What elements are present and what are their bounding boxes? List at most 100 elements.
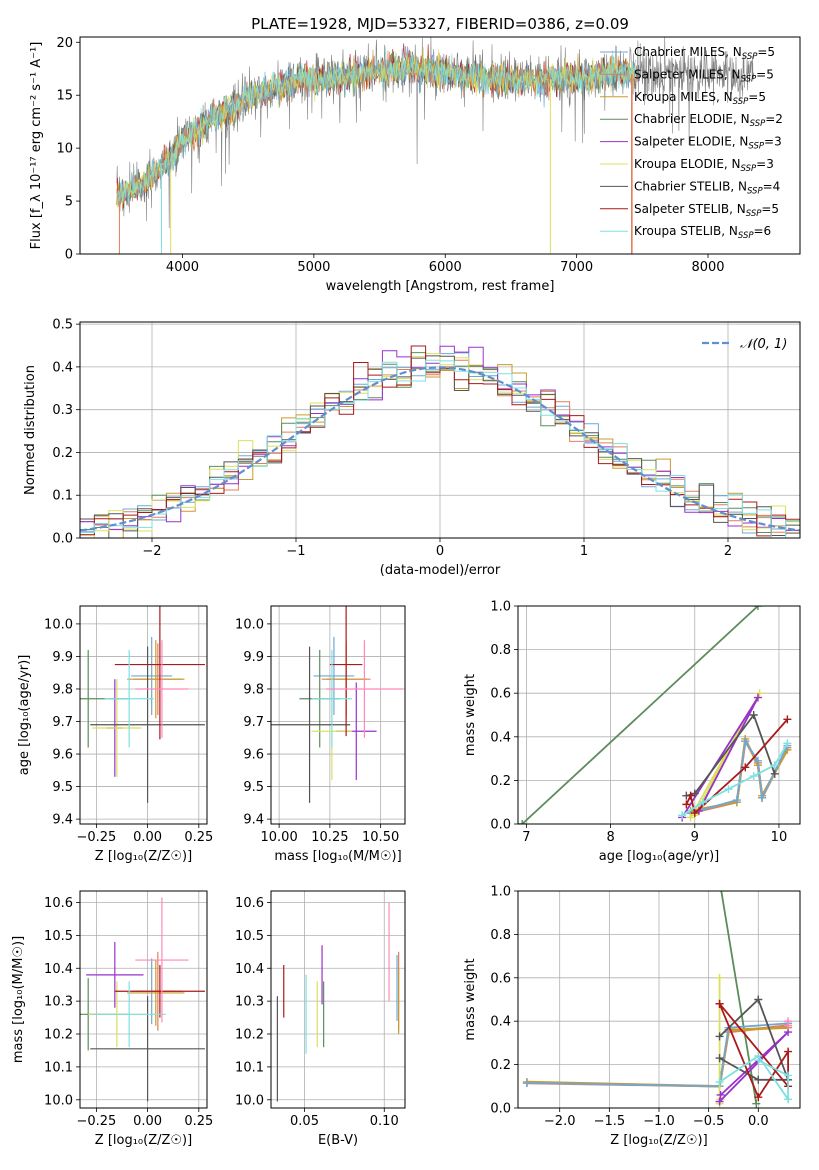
panel-weight_vs_Z: −2.0 −1.5 −1.0 −0.5 0.0 0.0 0.2 0.4 0.6 0.8 1.0 Z [… [463,885,801,1148]
y-tick-label: 0.4 [490,730,511,745]
y-tick-label: 0.4 [52,360,73,375]
y-tick-label: 10.6 [44,896,73,911]
legend-text: Kroupa STELIB, N [634,224,738,238]
y-tick-label: 9.6 [52,748,73,763]
weight-marker [715,1032,724,1041]
y-tick-label: 0.8 [490,643,511,658]
x-axis-label: E(B-V) [318,1133,358,1148]
x-tick-label: 0.05 [290,1114,319,1129]
weight-marker [716,1090,725,1099]
y-tick-label: 0.2 [52,446,73,461]
legend-subscript: SSP [741,74,757,84]
weight-marker [784,1017,793,1026]
weight-marker [724,785,733,794]
axes-frame [517,605,801,825]
legend-text: Kroupa MILES, N [634,90,733,104]
figure-title: PLATE=1928, MJD=53327, FIBERID=0386, z=0… [251,15,629,33]
weight-marker [754,1056,763,1065]
legend-label: Chabrier ELODIE, NSSP=2 [634,112,783,129]
x-axis-label: age [log₁₀(age/yr)] [599,849,720,864]
x-tick-label: 6000 [429,260,462,275]
x-tick-label: −1.5 [594,1114,626,1129]
x-tick-label: 0.00 [133,1114,162,1129]
weight-marker [732,796,741,805]
legend-label: Kroupa ELODIE, NSSP=3 [634,157,774,174]
y-axis-label: mass weight [463,958,478,1040]
legend-text: Salpeter ELODIE, N [634,135,748,149]
legend-count: =5 [757,45,775,59]
x-tick-label: 8000 [691,260,724,275]
y-tick-label: 10.0 [44,1093,73,1108]
panel-mass_vs_EBV: 0.05 0.10 10.0 10.1 10.2 10.3 10.4 10.5 10.6 E(B-… [235,890,406,1148]
x-axis-label: (data-model)/error [380,563,501,578]
x-tick-label: 10 [771,830,788,845]
y-tick-label: 20 [56,36,73,51]
legend-count: =5 [748,90,766,104]
x-tick-label: −0.25 [76,830,116,845]
weight-marker [741,763,750,772]
y-tick-label: 9.5 [243,780,264,795]
weight-marker [770,769,779,778]
x-axis-label: Z [log₁₀(Z/Z☉)] [95,1133,192,1148]
legend-subscript: SSP [738,231,754,241]
x-tick-label: 0.0 [748,1114,769,1129]
legend-subscript: SSP [747,186,763,196]
y-tick-label: 10.6 [235,896,264,911]
legend-text: Chabrier STELIB, N [634,179,747,193]
x-tick-label: 7000 [560,260,593,275]
y-tick-label: 1.0 [490,885,511,900]
x-tick-label: 1 [580,544,588,559]
y-tick-label: 0.8 [490,928,511,943]
weight-marker [784,1047,793,1056]
weight-marker [753,606,762,610]
legend-count: =2 [765,112,783,126]
weight-marker [715,999,724,1008]
y-tick-label: 10.2 [235,1028,264,1043]
y-tick-label: 10.3 [235,995,264,1010]
weight-marker [754,1075,763,1084]
y-tick-label: 10.5 [235,929,264,944]
y-tick-label: 0.2 [490,774,511,789]
legend-label: Chabrier MILES, NSSP=5 [634,45,775,62]
axes-frame [79,605,208,825]
weight-marker [518,820,527,824]
weight-marker [715,1077,724,1086]
weight-marker [749,772,758,781]
y-tick-label: 10 [56,142,73,157]
weight-line-chabrier-miles [690,738,789,814]
legend-text: Chabrier ELODIE, N [634,112,750,126]
legend-text: Kroupa ELODIE, N [634,157,741,171]
y-tick-label: 0 [65,248,73,263]
y-tick-label: 9.4 [52,813,73,828]
y-tick-label: 0.6 [490,971,511,986]
y-tick-label: 0.1 [52,489,73,504]
plot-area [80,345,800,538]
y-tick-label: 9.7 [243,715,264,730]
panel-age_vs_Z: −0.25 0.00 0.25 9.4 9.5 9.6 9.7 9.8 9.9 10.0 Z [lo… [17,605,213,864]
legend-count: =6 [754,224,772,238]
y-tick-label: 0.0 [490,818,511,833]
weight-marker [783,739,792,748]
y-tick-label: 5 [65,195,73,210]
legend-count: =5 [756,67,774,81]
weight-marker [678,811,687,820]
legend-subscript: SSP [748,142,764,152]
panel-weight_vs_age: 7 8 9 10 0.0 0.2 0.4 0.6 0.8 1.0 age [log₁₀(age/yr… [463,600,801,864]
x-tick-label: −2.0 [544,1114,576,1129]
legend-subscript: SSP [750,119,766,129]
panel-age_vs_mass: 10.00 10.25 10.50 9.4 9.5 9.6 9.7 9.8 9.9 10.0 mas… [235,605,406,864]
weight-marker [784,1071,793,1080]
x-tick-label: 7 [522,830,530,845]
weight-marker [754,995,763,1004]
legend-text: Salpeter STELIB, N [634,202,746,216]
panel-spectrum: 4000 5000 6000 7000 8000 0 5 10 15 20 wavelength [… [29,36,801,294]
weight-line-chabrier-miles [526,1022,789,1088]
plot-area [80,606,205,803]
x-tick-label: 0.10 [370,1114,399,1129]
x-tick-label: 8 [606,830,614,845]
legend-count: =5 [761,202,779,216]
x-tick-label: 0.25 [184,830,213,845]
x-axis-label: wavelength [Angstrom, rest frame] [326,279,555,294]
